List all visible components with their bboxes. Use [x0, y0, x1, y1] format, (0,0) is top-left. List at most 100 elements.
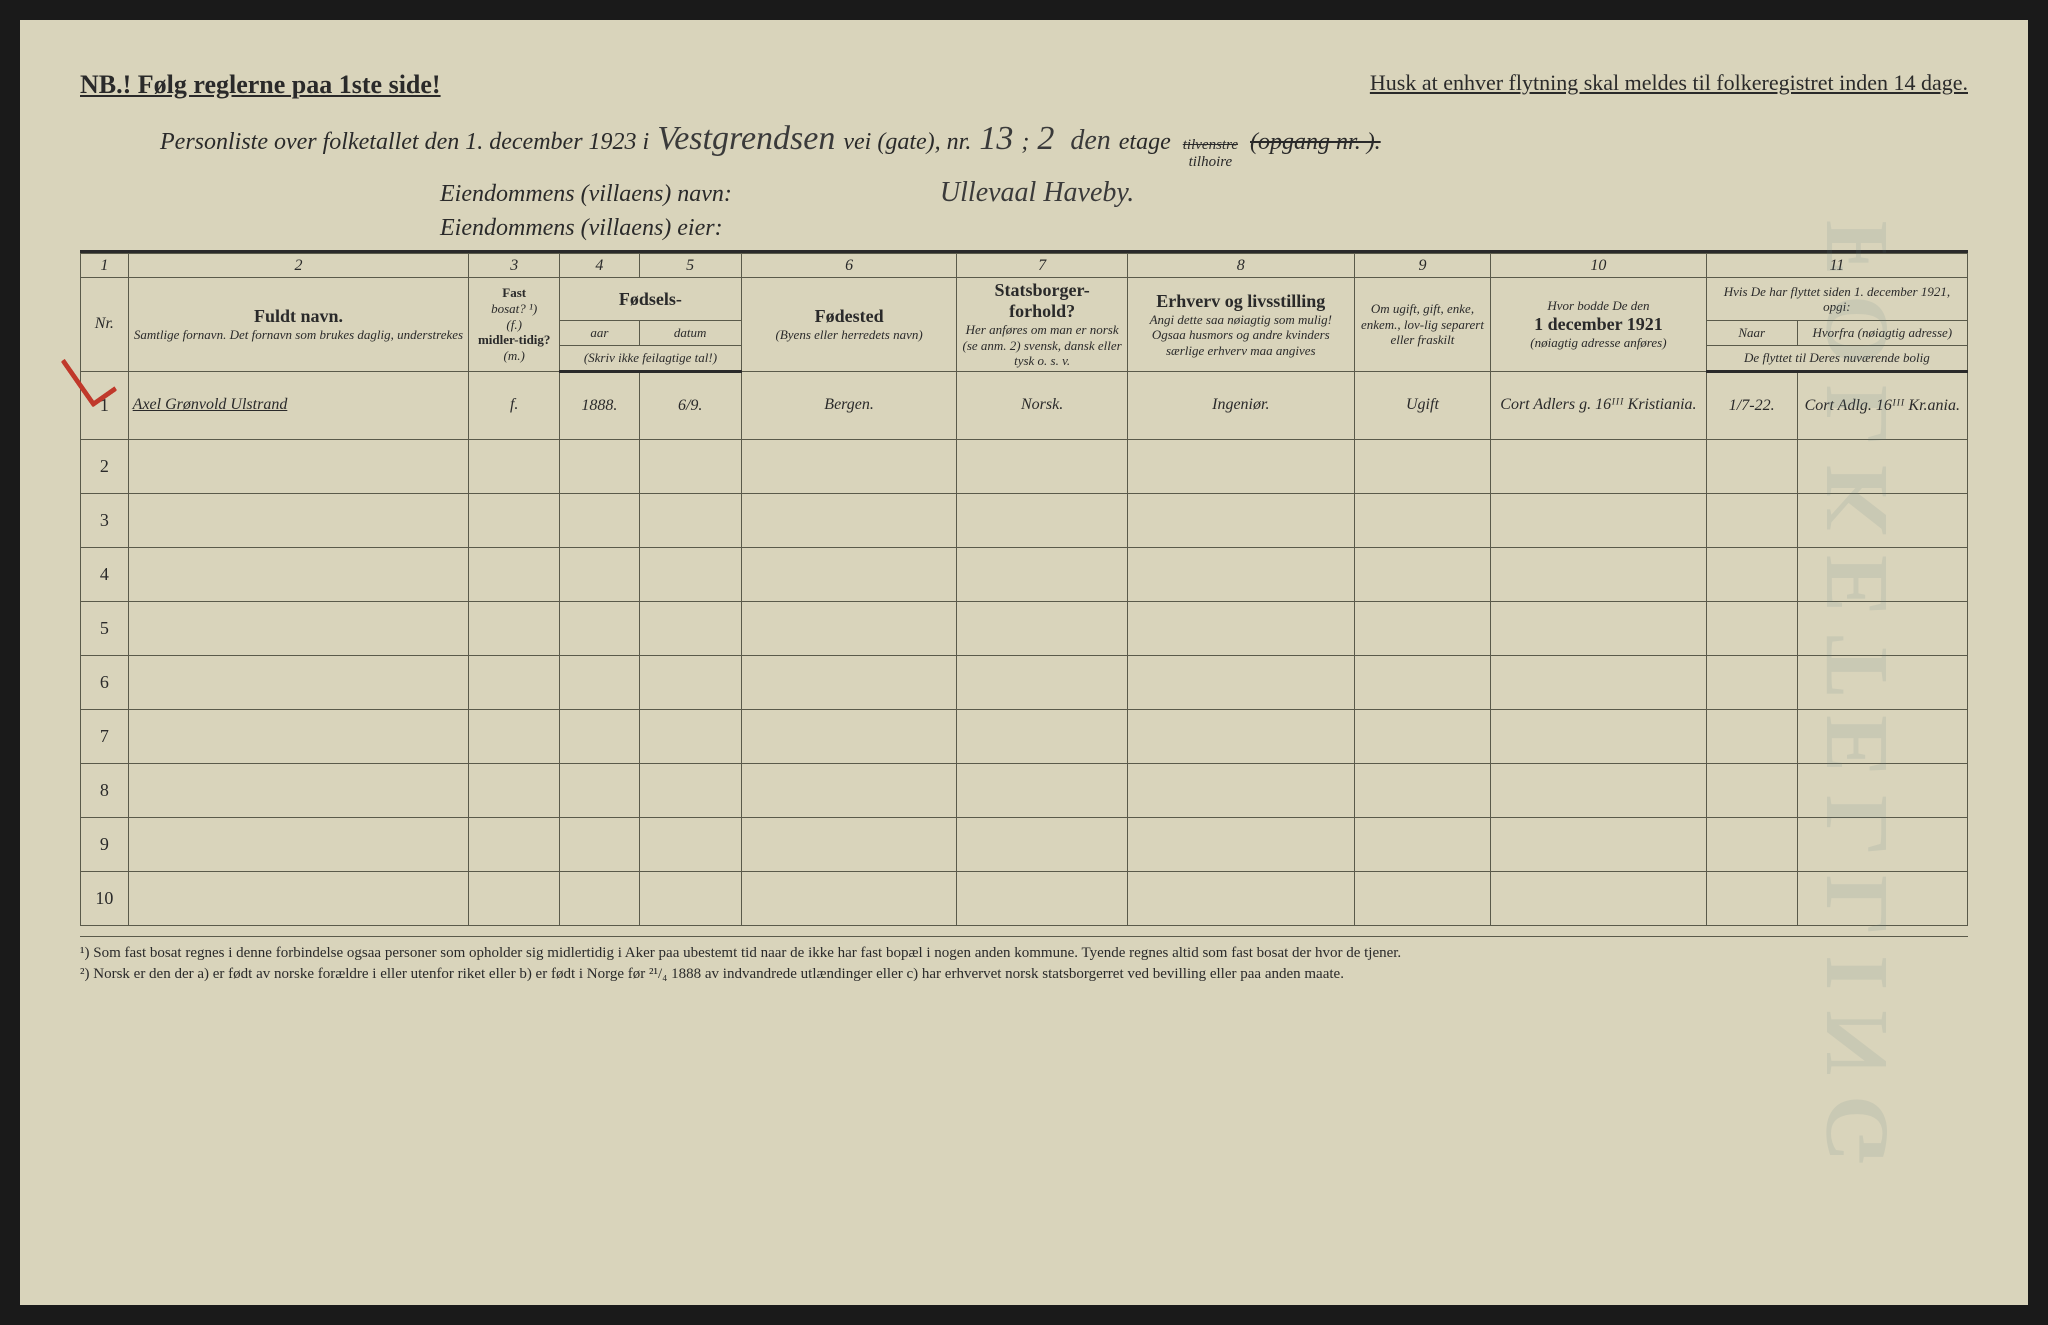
table-row: 5 — [81, 601, 1968, 655]
table-row: 3 — [81, 493, 1968, 547]
row-bodde1921: Cort Adlers g. 16ᴵᴵᴵ Kristiania. — [1491, 371, 1707, 439]
table-header: 1 2 3 4 5 6 7 8 9 10 11 Nr. Fuldt navn. — [81, 254, 1968, 372]
colnum-6: 6 — [741, 254, 957, 278]
row-aar: 1888. — [560, 371, 639, 439]
semicolon: ; — [1021, 129, 1029, 156]
hdr-bodde-date: 1 december 1921 — [1495, 314, 1702, 335]
row-naar: 1/7-22. — [1706, 371, 1797, 439]
header-pre: Personliste over folketallet den 1. dece… — [160, 129, 649, 156]
row-datum: 6/9. — [639, 371, 741, 439]
hdr-hvorfra: Hvorfra (nøiagtig adresse) — [1797, 321, 1967, 346]
hdr-fast-sub1: bosat? ¹) — [491, 301, 537, 316]
census-form-page: FOLKETELLING NB.! Følg reglerne paa 1ste… — [20, 20, 2028, 1305]
row-name: Axel Grønvold Ulstrand — [128, 371, 469, 439]
row-nr: 3 — [81, 493, 129, 547]
hdr-bodde-sub: (nøiagtig adresse anføres) — [1495, 335, 1702, 351]
hdr-erhverv-sub: Angi dette saa nøiagtig som mulig! Ogsaa… — [1132, 312, 1350, 359]
hdr-fodested: Fødested (Byens eller herredets navn) — [741, 278, 957, 372]
hdr-fast-main: Fast — [502, 285, 526, 300]
hdr-name-sub: Samtlige fornavn. Det fornavn som brukes… — [133, 327, 465, 343]
villa-eier-label: Eiendommens (villaens) eier: — [440, 215, 723, 242]
footnote-2: ²) Norsk er den der a) er født av norske… — [80, 964, 1968, 985]
colnum-8: 8 — [1127, 254, 1354, 278]
census-table: 1 2 3 4 5 6 7 8 9 10 11 Nr. Fuldt navn. — [80, 253, 1968, 926]
hdr-fodested-main: Fødested — [746, 306, 953, 327]
colnum-2: 2 — [128, 254, 469, 278]
footnote-1: ¹) Som fast bosat regnes i denne forbind… — [80, 943, 1968, 964]
row-nr: 9 — [81, 817, 129, 871]
colnum-1: 1 — [81, 254, 129, 278]
street-name-hw: Vestgrendsen — [649, 120, 843, 158]
table-row: 10 — [81, 871, 1968, 925]
hdr-fast-sub3: midler-tidig? — [478, 332, 550, 347]
row-nr: 10 — [81, 871, 129, 925]
hdr-erhverv-main: Erhverv og livsstilling — [1132, 291, 1350, 312]
colnum-9: 9 — [1354, 254, 1490, 278]
colnum-7: 7 — [957, 254, 1127, 278]
hdr-fast-sub2: (f.) — [506, 317, 522, 332]
vei-gate-label: vei (gate), nr. — [843, 129, 971, 156]
tilhoire-label: tilhoire — [1189, 154, 1233, 170]
column-number-row: 1 2 3 4 5 6 7 8 9 10 11 — [81, 254, 1968, 278]
hdr-naar: Naar — [1706, 321, 1797, 346]
colnum-3: 3 — [469, 254, 560, 278]
hdr-fast-sub4: (m.) — [504, 348, 525, 363]
footnotes: ¹) Som fast bosat regnes i denne forbind… — [80, 936, 1968, 985]
row-nr: 2 — [81, 439, 129, 493]
villa-navn-hw: Ullevaal Haveby. — [932, 177, 1142, 209]
hdr-datum: datum — [639, 321, 741, 346]
house-number-hw: 13 — [971, 120, 1021, 158]
table-row: 4 — [81, 547, 1968, 601]
etage-suffix-hw: den — [1062, 125, 1118, 157]
venstre-strike: tilvenstre — [1183, 137, 1238, 153]
hdr-statsborger-main: Statsborger-forhold? — [961, 280, 1122, 322]
hdr-fast: Fast bosat? ¹) (f.) midler-tidig? (m.) — [469, 278, 560, 372]
row-nr: 5 — [81, 601, 129, 655]
opgang-strike: (opgang nr. ). — [1250, 129, 1381, 156]
nb-notice: NB.! Følg reglerne paa 1ste side! — [80, 70, 441, 100]
colnum-10: 10 — [1491, 254, 1707, 278]
table-row: 8 — [81, 763, 1968, 817]
hdr-fodsels-sub: (Skriv ikke feilagtige tal!) — [560, 345, 742, 371]
row-statsborger: Norsk. — [957, 371, 1127, 439]
hdr-statsborger: Statsborger-forhold? Her anføres om man … — [957, 278, 1127, 372]
header-line-1: Personliste over folketallet den 1. dece… — [160, 120, 1928, 171]
row-ugift: Ugift — [1354, 371, 1490, 439]
hdr-aar: aar — [560, 321, 639, 346]
colnum-4: 4 — [560, 254, 639, 278]
hdr-bodde-pre: Hvor bodde De den — [1495, 298, 1702, 314]
etage-number-hw: 2 — [1029, 120, 1062, 158]
table-row: 7 — [81, 709, 1968, 763]
hdr-ugift: Om ugift, gift, enke, enkem., lov-lig se… — [1354, 278, 1490, 372]
row-nr: 7 — [81, 709, 129, 763]
table-row: 6 — [81, 655, 1968, 709]
hdr-flyttet-top: Hvis De har flyttet siden 1. december 19… — [1706, 278, 1967, 321]
hdr-name-main: Fuldt navn. — [133, 306, 465, 327]
row-hvorfra: Cort Adlg. 16ᴵᴵᴵ Kr.ania. — [1797, 371, 1967, 439]
top-notice-row: NB.! Følg reglerne paa 1ste side! Husk a… — [80, 70, 1968, 100]
header-line-3: Eiendommens (villaens) eier: — [160, 215, 1928, 242]
row-nr: 6 — [81, 655, 129, 709]
header-line-2: Eiendommens (villaens) navn: Ullevaal Ha… — [160, 177, 1928, 209]
colnum-11: 11 — [1706, 254, 1967, 278]
row-fast: f. — [469, 371, 560, 439]
census-table-wrap: 1 2 3 4 5 6 7 8 9 10 11 Nr. Fuldt navn. — [80, 250, 1968, 926]
table-row: 9 — [81, 817, 1968, 871]
hdr-name: Fuldt navn. Samtlige fornavn. Det fornav… — [128, 278, 469, 372]
hdr-statsborger-sub: Her anføres om man er norsk (se anm. 2) … — [961, 322, 1122, 369]
table-body: 1 Axel Grønvold Ulstrand f. 1888. 6/9. B… — [81, 371, 1968, 925]
etage-label: etage — [1119, 129, 1171, 156]
row-nr: 4 — [81, 547, 129, 601]
table-row: 2 — [81, 439, 1968, 493]
row-nr: 8 — [81, 763, 129, 817]
row-erhverv: Ingeniør. — [1127, 371, 1354, 439]
header-row-main: Nr. Fuldt navn. Samtlige fornavn. Det fo… — [81, 278, 1968, 321]
colnum-5: 5 — [639, 254, 741, 278]
hdr-bodde: Hvor bodde De den 1 december 1921 (nøiag… — [1491, 278, 1707, 372]
table-row: 1 Axel Grønvold Ulstrand f. 1888. 6/9. B… — [81, 371, 1968, 439]
row-fodested: Bergen. — [741, 371, 957, 439]
villa-navn-label: Eiendommens (villaens) navn: — [440, 181, 732, 208]
header-block: Personliste over folketallet den 1. dece… — [80, 120, 1968, 242]
husk-notice: Husk at enhver flytning skal meldes til … — [1370, 70, 1968, 100]
hdr-erhverv: Erhverv og livsstilling Angi dette saa n… — [1127, 278, 1354, 372]
